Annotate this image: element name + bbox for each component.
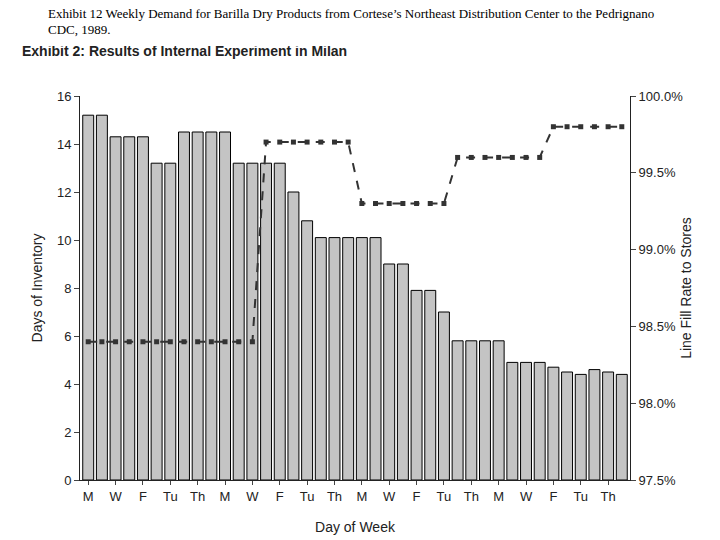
svg-text:0: 0: [64, 473, 71, 488]
svg-text:99.5%: 99.5%: [639, 165, 676, 180]
svg-text:Th: Th: [464, 489, 479, 504]
svg-text:16: 16: [57, 89, 71, 104]
svg-text:6: 6: [64, 329, 71, 344]
svg-text:8: 8: [64, 281, 71, 296]
svg-text:W: W: [383, 489, 396, 504]
svg-text:12: 12: [57, 185, 71, 200]
svg-text:F: F: [276, 489, 284, 504]
svg-text:14: 14: [57, 137, 71, 152]
svg-text:F: F: [549, 489, 557, 504]
svg-text:M: M: [493, 489, 504, 504]
svg-text:Th: Th: [327, 489, 342, 504]
svg-text:Th: Th: [601, 489, 616, 504]
svg-text:Line Fill Rate to Stores: Line Fill Rate to Stores: [678, 217, 694, 359]
svg-text:F: F: [139, 489, 147, 504]
svg-text:M: M: [83, 489, 94, 504]
svg-text:Tu: Tu: [437, 489, 452, 504]
svg-text:97.5%: 97.5%: [639, 473, 676, 488]
svg-text:98.5%: 98.5%: [639, 319, 676, 334]
svg-text:99.0%: 99.0%: [639, 242, 676, 257]
svg-text:Th: Th: [190, 489, 205, 504]
svg-text:M: M: [220, 489, 231, 504]
svg-text:10: 10: [57, 233, 71, 248]
svg-text:Tu: Tu: [163, 489, 178, 504]
svg-text:W: W: [246, 489, 259, 504]
svg-text:98.0%: 98.0%: [639, 396, 676, 411]
svg-text:M: M: [356, 489, 367, 504]
svg-text:2: 2: [64, 425, 71, 440]
svg-text:Tu: Tu: [573, 489, 588, 504]
svg-text:4: 4: [64, 377, 71, 392]
svg-text:100.0%: 100.0%: [639, 89, 684, 104]
svg-text:W: W: [109, 489, 122, 504]
svg-text:Tu: Tu: [300, 489, 315, 504]
html-text:Exhibit 12 Weekly Demand for B: Exhibit 12 Weekly Demand for Barilla Dry…: [48, 6, 655, 37]
svg-text:Day of Week: Day of Week: [315, 519, 396, 535]
svg-text:Days of Inventory: Days of Inventory: [29, 234, 45, 343]
svg-text:F: F: [413, 489, 421, 504]
svg-text:Exhibit 2: Results of Internal: Exhibit 2: Results of Internal Experimen…: [22, 46, 347, 59]
svg-text:W: W: [520, 489, 533, 504]
